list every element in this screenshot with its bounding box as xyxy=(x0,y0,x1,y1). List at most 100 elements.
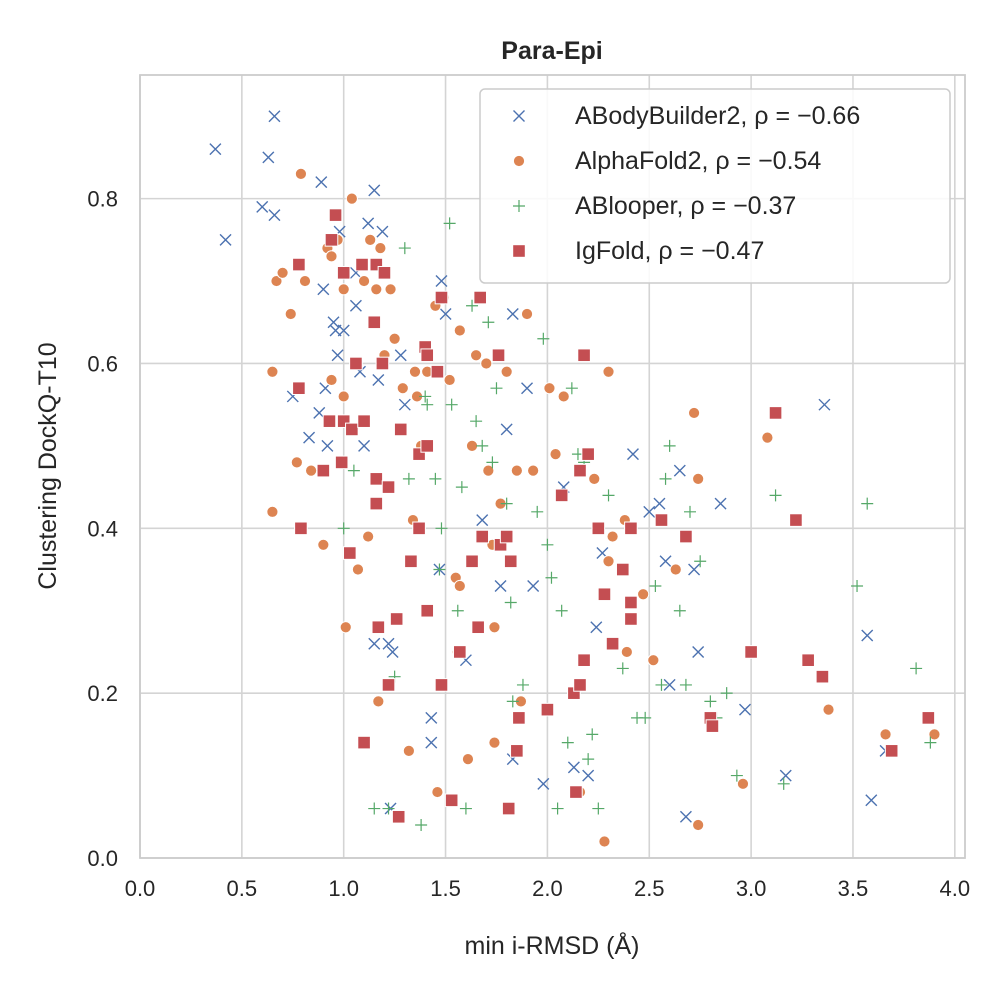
data-point-abodybuilder2 xyxy=(527,580,540,593)
data-point-alphafold2 xyxy=(500,365,513,378)
data-point-alphafold2 xyxy=(543,382,556,395)
data-point-alphafold2 xyxy=(266,505,279,518)
data-point-ablooper xyxy=(500,497,513,510)
data-point-igfold xyxy=(577,653,591,667)
data-point-ablooper xyxy=(337,522,350,535)
data-point-ablooper xyxy=(459,802,472,815)
data-point-igfold xyxy=(292,381,306,395)
data-point-alphafold2 xyxy=(339,621,352,634)
x-tick-label: 1.5 xyxy=(430,876,461,901)
data-point-igfold xyxy=(391,809,406,824)
data-point-ablooper xyxy=(476,439,489,452)
data-point-igfold xyxy=(444,793,459,808)
data-point-ablooper xyxy=(730,769,743,782)
data-point-igfold xyxy=(420,439,435,453)
data-point-igfold xyxy=(815,669,830,684)
data-point-abodybuilder2 xyxy=(337,324,350,337)
data-point-alphafold2 xyxy=(602,365,615,378)
data-point-abodybuilder2 xyxy=(590,621,603,634)
data-point-ablooper xyxy=(592,802,605,815)
data-point-abodybuilder2 xyxy=(268,110,281,123)
data-point-abodybuilder2 xyxy=(521,382,534,395)
data-point-alphafold2 xyxy=(325,373,338,387)
data-point-ablooper xyxy=(368,802,381,815)
data-point-abodybuilder2 xyxy=(779,769,792,782)
data-point-ablooper xyxy=(470,415,483,428)
data-point-alphafold2 xyxy=(480,357,493,370)
data-point-alphafold2 xyxy=(270,274,283,288)
data-point-igfold xyxy=(343,546,357,560)
data-point-alphafold2 xyxy=(284,307,297,321)
data-point-igfold xyxy=(475,529,490,544)
legend-box xyxy=(479,88,951,284)
data-point-abodybuilder2 xyxy=(398,398,411,411)
data-point-abodybuilder2 xyxy=(679,810,692,823)
x-tick-label: 3.5 xyxy=(838,876,869,901)
data-point-abodybuilder2 xyxy=(739,703,751,716)
data-point-ablooper xyxy=(861,497,874,510)
data-point-abodybuilder2 xyxy=(582,769,595,782)
data-point-ablooper xyxy=(486,456,499,469)
data-point-igfold xyxy=(369,472,384,486)
data-point-abodybuilder2 xyxy=(315,176,328,189)
data-point-igfold xyxy=(375,356,390,371)
data-point-alphafold2 xyxy=(345,192,358,205)
data-point-alphafold2 xyxy=(692,818,705,832)
data-point-igfold xyxy=(367,315,382,330)
data-point-ablooper xyxy=(490,382,503,395)
data-point-igfold xyxy=(540,702,555,717)
data-point-alphafold2 xyxy=(598,835,611,848)
data-point-igfold xyxy=(597,587,612,602)
data-point-alphafold2 xyxy=(470,349,483,362)
data-point-alphafold2 xyxy=(692,472,705,485)
data-point-igfold xyxy=(573,463,587,478)
data-point-igfold xyxy=(624,612,638,626)
data-point-igfold xyxy=(512,711,526,725)
legend-label: IgFold, ρ = −0.47 xyxy=(575,237,764,265)
legend-label: ABlooper, ρ = −0.37 xyxy=(575,192,796,220)
legend: ABodyBuilder2, ρ = −0.66 AlphaFold2, ρ = … xyxy=(479,88,951,284)
data-point-igfold xyxy=(430,364,445,379)
data-points xyxy=(209,110,941,848)
data-point-ablooper xyxy=(516,678,529,691)
data-point-igfold xyxy=(465,554,479,569)
data-point-abodybuilder2 xyxy=(382,637,395,650)
data-point-igfold xyxy=(412,521,426,536)
data-point-ablooper xyxy=(504,596,517,609)
data-point-ablooper xyxy=(851,580,864,593)
data-point-abodybuilder2 xyxy=(861,629,874,642)
data-point-abodybuilder2 xyxy=(349,299,362,312)
data-point-abodybuilder2 xyxy=(714,497,727,510)
data-point-ablooper xyxy=(720,687,733,700)
legend-marker xyxy=(512,154,526,168)
data-point-igfold xyxy=(324,233,339,247)
data-point-ablooper xyxy=(649,580,662,593)
data-point-igfold xyxy=(473,290,487,305)
data-point-igfold xyxy=(328,208,343,222)
data-point-igfold xyxy=(393,422,408,437)
data-point-abodybuilder2 xyxy=(209,143,222,156)
legend-item-igfold: IgFold, ρ = −0.47 xyxy=(512,237,764,265)
data-point-abodybuilder2 xyxy=(643,505,656,518)
data-point-alphafold2 xyxy=(325,250,338,263)
x-tick-label: 2.5 xyxy=(634,876,665,901)
data-point-abodybuilder2 xyxy=(537,777,550,790)
data-point-igfold xyxy=(801,653,815,667)
data-point-igfold xyxy=(577,348,591,363)
data-point-abodybuilder2 xyxy=(368,184,381,197)
data-point-abodybuilder2 xyxy=(688,563,701,576)
chart-title: Para-Epi xyxy=(501,37,602,65)
data-point-abodybuilder2 xyxy=(358,439,371,452)
data-point-ablooper xyxy=(704,695,717,708)
data-point-ablooper xyxy=(551,802,564,815)
data-point-abodybuilder2 xyxy=(317,283,330,296)
legend-item-abodybuilder2: ABodyBuilder2, ρ = −0.66 xyxy=(513,102,860,130)
data-point-igfold xyxy=(349,356,363,371)
data-point-alphafold2 xyxy=(443,373,456,387)
data-point-ablooper xyxy=(506,695,519,708)
data-point-ablooper xyxy=(445,398,458,411)
data-point-igfold xyxy=(768,406,783,420)
data-point-ablooper xyxy=(924,736,937,749)
data-point-abodybuilder2 xyxy=(331,349,344,362)
